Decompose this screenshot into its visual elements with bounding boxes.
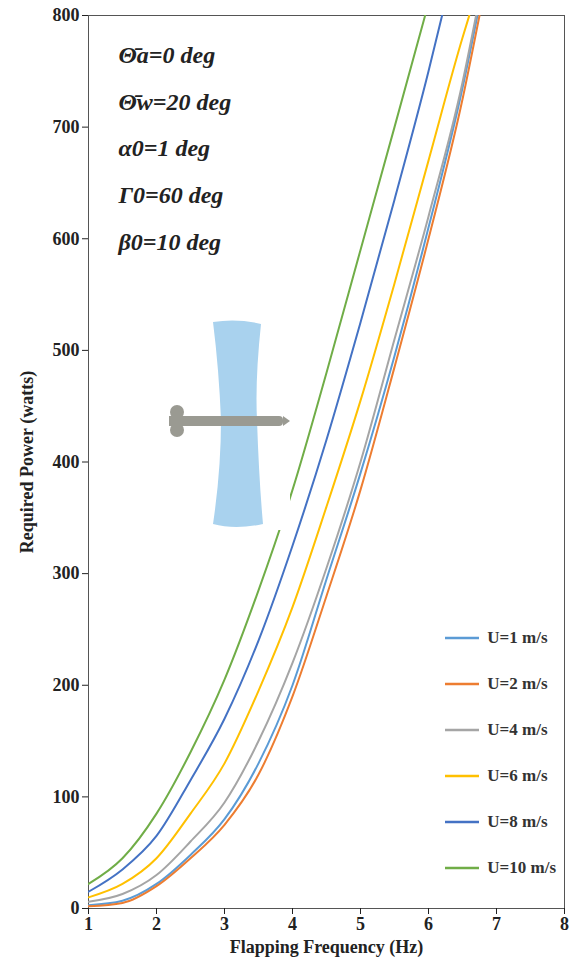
html-text:U=4 m/s: U=4 m/s [487, 720, 548, 739]
html-text:U=2 m/s: U=2 m/s [487, 674, 548, 693]
svg-text:8: 8 [560, 914, 569, 934]
svg-text:Flapping Frequency (Hz): Flapping Frequency (Hz) [230, 937, 424, 958]
html-text:U=1 m/s: U=1 m/s [487, 628, 548, 647]
svg-text:300: 300 [53, 563, 80, 583]
svg-text:Θ̄a=0 degΘ̄w=20 degα0=1 degΓ0=: Θ̄a=0 degΘ̄w=20 degα0=1 degΓ0=60 degβ0=1… [118, 42, 232, 255]
svg-text:600: 600 [53, 229, 80, 249]
svg-text:5: 5 [356, 914, 365, 934]
svg-text:200: 200 [53, 675, 80, 695]
html-text:U=6 m/s: U=6 m/s [487, 766, 548, 785]
svg-text:500: 500 [53, 340, 80, 360]
svg-text:2: 2 [152, 914, 161, 934]
svg-text:100: 100 [53, 787, 80, 807]
svg-text:3: 3 [220, 914, 229, 934]
svg-text:Required Power (watts): Required Power (watts) [17, 371, 38, 553]
svg-text:700: 700 [53, 117, 80, 137]
svg-text:400: 400 [53, 452, 80, 472]
svg-text:0: 0 [71, 898, 80, 918]
svg-text:7: 7 [492, 914, 501, 934]
svg-text:800: 800 [53, 5, 80, 25]
svg-text:6: 6 [424, 914, 433, 934]
svg-text:1: 1 [84, 914, 93, 934]
html-text:U=10 m/s: U=10 m/s [487, 858, 556, 877]
svg-text:4: 4 [288, 914, 297, 934]
html-text:U=8 m/s: U=8 m/s [487, 812, 548, 831]
